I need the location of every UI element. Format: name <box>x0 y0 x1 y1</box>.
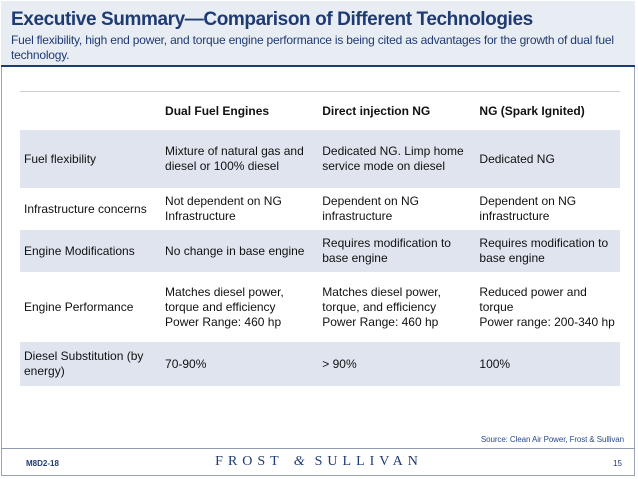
logo-ampersand: & <box>293 454 305 469</box>
row-label: Engine Modifications <box>20 230 162 272</box>
comparison-table: Dual Fuel Engines Direct injection NG NG… <box>20 91 620 386</box>
row-label: Fuel flexibility <box>20 130 162 188</box>
table-row: Infrastructure concerns Not dependent on… <box>20 188 620 230</box>
table-header-cell: NG (Spark Ignited) <box>475 91 620 130</box>
table-cell: Reduced power and torque Power range: 20… <box>479 284 615 329</box>
table-row: Diesel Substitution (by energy) 70-90% >… <box>20 342 620 386</box>
table-cell: Dedicated NG. Limp home service mode on … <box>318 130 476 188</box>
table-cell: 100% <box>475 342 620 386</box>
table-row: Engine Performance Matches diesel power,… <box>20 272 620 342</box>
page-subtitle: Fuel flexibility, high end power, and to… <box>11 33 614 62</box>
logo-text-left: FROST <box>215 454 284 469</box>
table-cell: Matches diesel power, torque, and effici… <box>322 284 441 329</box>
table-cell: Requires modification to base engine <box>475 230 620 272</box>
footer-divider <box>1 448 635 449</box>
logo-text-right: SULLIVAN <box>314 454 423 469</box>
company-logo: FROST & SULLIVAN <box>0 454 638 470</box>
source-note: Source: Clean Air Power, Frost & Sulliva… <box>480 435 624 444</box>
table-cell: > 90% <box>318 342 476 386</box>
table-cell: 70-90% <box>161 342 319 386</box>
table-cell: Not dependent on NG Infrastructure <box>165 194 282 223</box>
table-cell: Mixture of natural gas and diesel or 100… <box>161 130 319 188</box>
table-cell: Dependent on NG infrastructure <box>479 194 577 223</box>
table-header-cell: Direct injection NG <box>318 91 476 130</box>
table-header-cell <box>20 91 162 130</box>
row-label: Diesel Substitution (by energy) <box>20 342 162 386</box>
table-row: Engine Modifications No change in base e… <box>20 230 620 272</box>
table-header-row: Dual Fuel Engines Direct injection NG NG… <box>20 91 620 130</box>
table-cell: No change in base engine <box>161 230 319 272</box>
table-cell: Dedicated NG <box>475 130 620 188</box>
footer-code: M8D2-18 <box>26 459 59 468</box>
table-header-cell: Dual Fuel Engines <box>161 91 319 130</box>
slide-header: Executive Summary—Comparison of Differen… <box>1 1 635 67</box>
table-cell: Matches diesel power, torque and efficie… <box>165 284 284 329</box>
page-title: Executive Summary—Comparison of Differen… <box>11 9 533 30</box>
row-label: Engine Performance <box>24 299 134 314</box>
table-cell: Dependent on NG infrastructure <box>322 194 419 223</box>
table-cell: Requires modification to base engine <box>318 230 476 272</box>
page-number: 15 <box>613 459 622 468</box>
table-row: Fuel flexibility Mixture of natural gas … <box>20 130 620 188</box>
row-label: Infrastructure concerns <box>24 201 147 216</box>
